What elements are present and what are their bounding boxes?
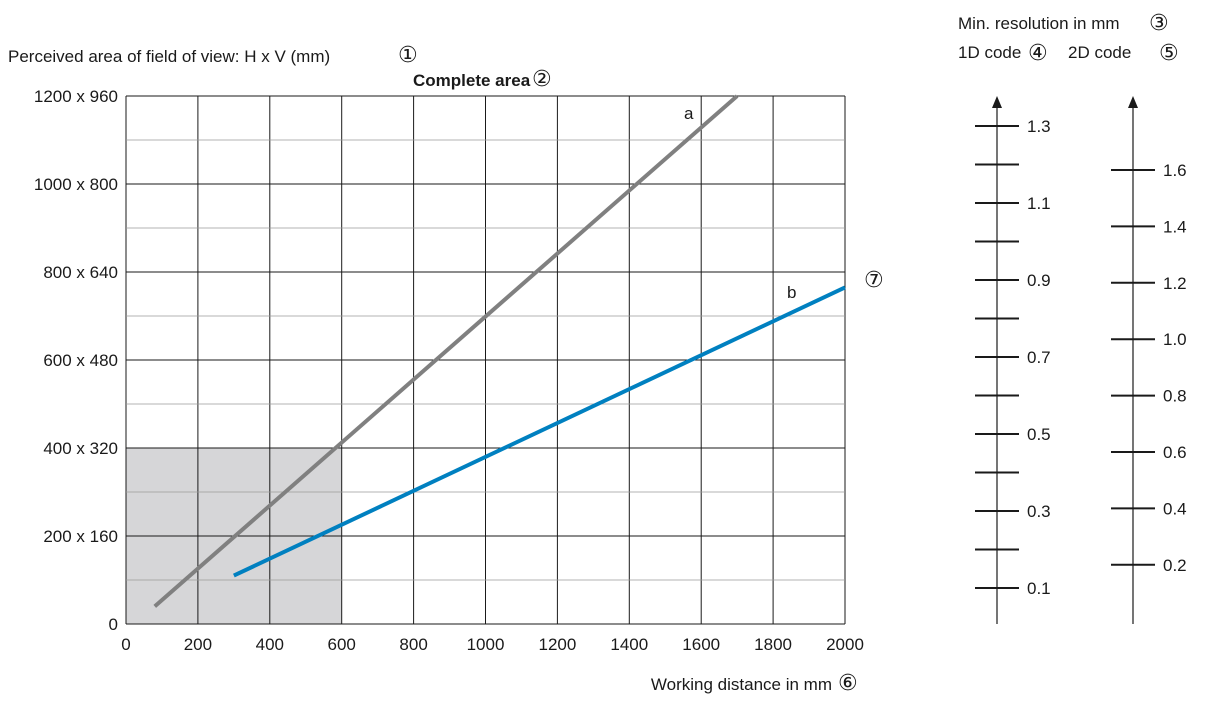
resolution-title: Min. resolution in mm bbox=[958, 14, 1120, 33]
resolution-title-marker: ③ bbox=[1149, 10, 1169, 35]
series-label-b: b bbox=[787, 283, 796, 302]
x-axis-title-marker: ⑥ bbox=[838, 670, 858, 695]
tick-layer: 0 200 400 600 800 1000 1200 1400 1600 1800 2000 0 20… bbox=[34, 87, 864, 654]
y-axis-title-marker: ① bbox=[398, 42, 418, 67]
code2d-scale-tick-label: 0.4 bbox=[1163, 499, 1187, 518]
code2d-scale-tick-label: 0.6 bbox=[1163, 443, 1187, 462]
series-b-marker: ⑦ bbox=[864, 267, 884, 292]
x-tick-label: 1200 bbox=[538, 635, 576, 654]
series-line-b bbox=[232, 285, 846, 578]
code2d-scale-tick-label: 1.6 bbox=[1163, 161, 1187, 180]
series-line-a bbox=[153, 94, 739, 608]
code2d-scale-tick-label: 0.2 bbox=[1163, 556, 1187, 575]
x-tick-label: 2000 bbox=[826, 635, 864, 654]
series-layer: a b ⑦ bbox=[153, 94, 884, 608]
code2d-scale-tick-label: 1.2 bbox=[1163, 274, 1187, 293]
y-tick-label: 1200 x 960 bbox=[34, 87, 118, 106]
code2d-scale-arrow bbox=[1128, 96, 1138, 108]
y-tick-label: 1000 x 800 bbox=[34, 175, 118, 194]
x-tick-label: 1400 bbox=[610, 635, 648, 654]
code2d-scale-tick-label: 1.0 bbox=[1163, 330, 1187, 349]
y-tick-label: 600 x 480 bbox=[43, 351, 118, 370]
code1d-scale-tick-label: 0.9 bbox=[1027, 271, 1051, 290]
code1d-scale-arrow bbox=[992, 96, 1002, 108]
code2d-marker: ⑤ bbox=[1159, 40, 1179, 65]
y-tick-label: 400 x 320 bbox=[43, 439, 118, 458]
x-tick-label: 400 bbox=[256, 635, 284, 654]
x-tick-label: 0 bbox=[121, 635, 130, 654]
code1d-scale-tick-label: 0.1 bbox=[1027, 579, 1051, 598]
code1d-scale-tick-label: 1.3 bbox=[1027, 117, 1051, 136]
series-label-a: a bbox=[684, 104, 694, 123]
x-tick-label: 1600 bbox=[682, 635, 720, 654]
code1d-scale-tick-label: 1.1 bbox=[1027, 194, 1051, 213]
code1d-scale-tick-label: 0.3 bbox=[1027, 502, 1051, 521]
y-tick-label: 0 bbox=[109, 615, 118, 634]
code2d-label: 2D code bbox=[1068, 43, 1131, 62]
x-tick-label: 200 bbox=[184, 635, 212, 654]
x-axis-title: Working distance in mm bbox=[651, 675, 832, 694]
code1d-label: 1D code bbox=[958, 43, 1021, 62]
y-tick-label: 800 x 640 bbox=[43, 263, 118, 282]
code2d-scale-tick-label: 1.4 bbox=[1163, 217, 1187, 236]
code1d-scale-tick-label: 0.7 bbox=[1027, 348, 1051, 367]
scale-layer: 1.3 1.1 0.9 0.7 0.5 0.3 0.1 1.6 1.4 1.2 1.0 0.8 0.6 0… bbox=[975, 96, 1187, 624]
chart-title-marker: ② bbox=[532, 66, 552, 91]
code1d-scale-tick-label: 0.5 bbox=[1027, 425, 1051, 444]
code1d-marker: ④ bbox=[1028, 40, 1048, 65]
x-tick-label: 600 bbox=[328, 635, 356, 654]
y-axis-title: Perceived area of field of view: H x V (… bbox=[8, 47, 330, 66]
code2d-scale-tick-label: 0.8 bbox=[1163, 387, 1187, 406]
chart-title: Complete area bbox=[413, 71, 531, 90]
x-tick-label: 1800 bbox=[754, 635, 792, 654]
y-tick-label: 200 x 160 bbox=[43, 527, 118, 546]
x-tick-label: 1000 bbox=[467, 635, 505, 654]
x-tick-label: 800 bbox=[399, 635, 427, 654]
